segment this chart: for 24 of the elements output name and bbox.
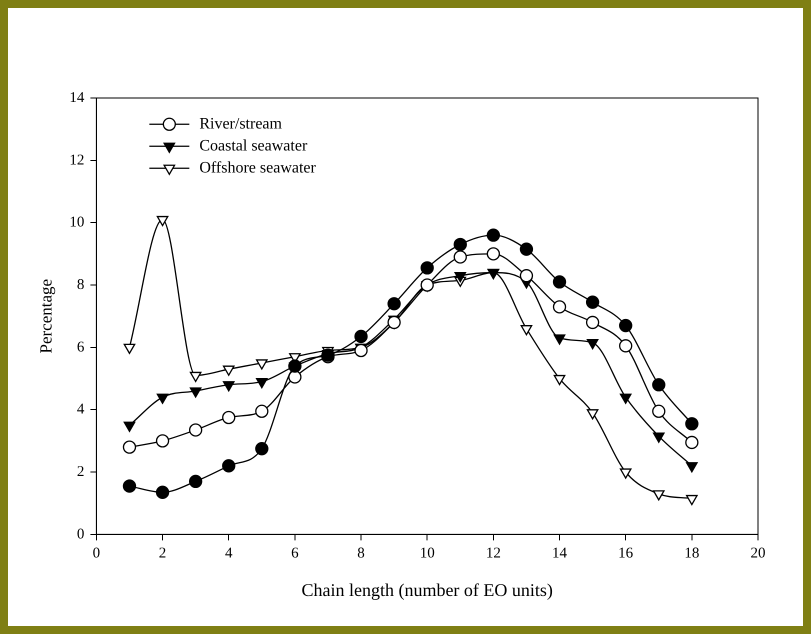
x-tick-label: 0 [92, 545, 100, 562]
y-tick-label: 8 [76, 276, 84, 293]
legend-label: Offshore seawater [199, 159, 317, 176]
x-tick-label: 16 [618, 545, 634, 562]
x-tick-label: 2 [158, 545, 166, 562]
x-tick-label: 10 [420, 545, 435, 562]
y-tick-label: 12 [69, 152, 84, 168]
x-tick-label: 20 [750, 545, 766, 562]
y-tick-label: 0 [76, 526, 84, 542]
x-tick-label: 4 [224, 545, 233, 562]
y-tick-label: 14 [69, 90, 85, 106]
y-tick-label: 6 [76, 339, 85, 356]
x-axis-title: Chain length (number of EO units) [301, 580, 553, 600]
legend-label: River/stream [199, 115, 283, 132]
y-tick-label: 4 [76, 402, 85, 418]
y-tick-label: 2 [76, 464, 84, 480]
x-tick-label: 6 [291, 545, 300, 562]
legend-label: Coastal seawater [199, 137, 308, 154]
y-axis-title: Percentage [36, 278, 56, 354]
x-tick-label: 8 [357, 545, 365, 562]
y-tick-label: 10 [69, 214, 84, 231]
x-tick-label: 14 [552, 545, 568, 562]
x-tick-label: 12 [486, 545, 501, 562]
x-tick-label: 18 [684, 545, 700, 562]
